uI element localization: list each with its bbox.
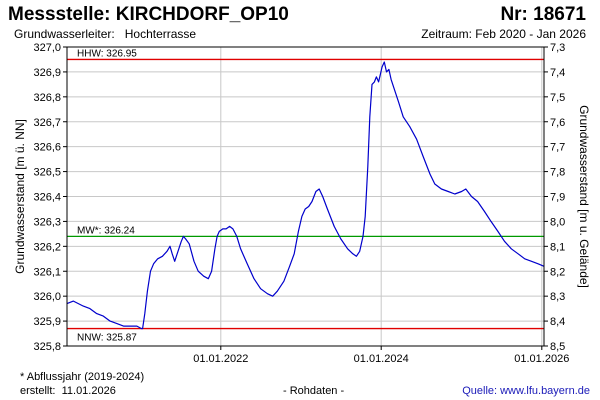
y-axis-right: 8,5 8,4 8,3 8,2 8,1 8,0 7,9 7,8 7,7 7,6 7,5 7,4 7,3 <box>544 42 565 353</box>
y-tick-label-right: 8,5 <box>550 341 565 353</box>
y-tick-label-left: 326,9 <box>33 67 61 79</box>
y-tick-label-left: 326,1 <box>33 266 61 278</box>
y-tick-label-right: 7,9 <box>550 192 565 204</box>
y-axis-label-left: Grundwasserstand [m ü. NN] <box>13 119 27 274</box>
x-tick-label: 01.01.2026 <box>514 353 569 365</box>
y-tick-label-left: 325,9 <box>33 316 61 328</box>
x-tick-label: 01.01.2022 <box>193 353 248 365</box>
y-tick-label-right: 8,2 <box>550 266 565 278</box>
series-line <box>67 62 544 329</box>
y-tick-label-left: 326,6 <box>33 142 61 154</box>
y-tick-label-right: 7,4 <box>550 67 565 79</box>
y-tick-label-right: 8,1 <box>550 241 565 253</box>
y-tick-label-right: 7,5 <box>550 92 565 104</box>
y-tick-label-left: 327,0 <box>33 42 61 54</box>
y-tick-label-left: 325,8 <box>33 341 61 353</box>
reference-label-hhw: HHW: 326.95 <box>77 48 137 59</box>
x-axis: 01.01.2022 01.01.2024 01.01.2026 <box>193 346 569 365</box>
rawdata-note: - Rohdaten - <box>283 385 344 397</box>
reference-label-nnw: NNW: 325.87 <box>77 333 137 344</box>
y-tick-label-left: 326,4 <box>33 192 61 204</box>
y-axis-left: 325,8 325,9 326,0 326,1 326,2 326,3 326,4 326,5… <box>33 42 67 353</box>
y-tick-label-left: 326,5 <box>33 167 61 179</box>
y-tick-label-right: 7,7 <box>550 142 565 154</box>
y-tick-label-right: 7,3 <box>550 42 565 54</box>
y-tick-label-right: 8,0 <box>550 216 565 228</box>
y-tick-label-left: 326,3 <box>33 216 61 228</box>
y-axis-label-right: Grundwasserstand [m u. Gelände] <box>577 105 591 288</box>
grid-layer <box>67 47 544 346</box>
y-tick-label-left: 326,0 <box>33 291 61 303</box>
footnote: * Abflussjahr (2019-2024) <box>20 371 144 383</box>
source-link[interactable]: Quelle: www.lfu.bayern.de <box>462 385 590 397</box>
y-tick-label-right: 7,8 <box>550 167 565 179</box>
x-tick-label: 01.01.2024 <box>354 353 409 365</box>
reference-label-mw: MW*: 326.24 <box>77 225 135 236</box>
y-tick-label-right: 7,6 <box>550 117 565 129</box>
created-label: erstellt: <box>20 385 55 397</box>
created-date: 11.01.2026 <box>62 385 116 397</box>
y-tick-label-left: 326,8 <box>33 92 61 104</box>
y-tick-label-right: 8,3 <box>550 291 565 303</box>
y-tick-label-right: 8,4 <box>550 316 565 328</box>
y-tick-label-left: 326,2 <box>33 241 61 253</box>
created-info: erstellt: 11.01.2026 <box>20 385 116 397</box>
y-tick-label-left: 326,7 <box>33 117 61 129</box>
